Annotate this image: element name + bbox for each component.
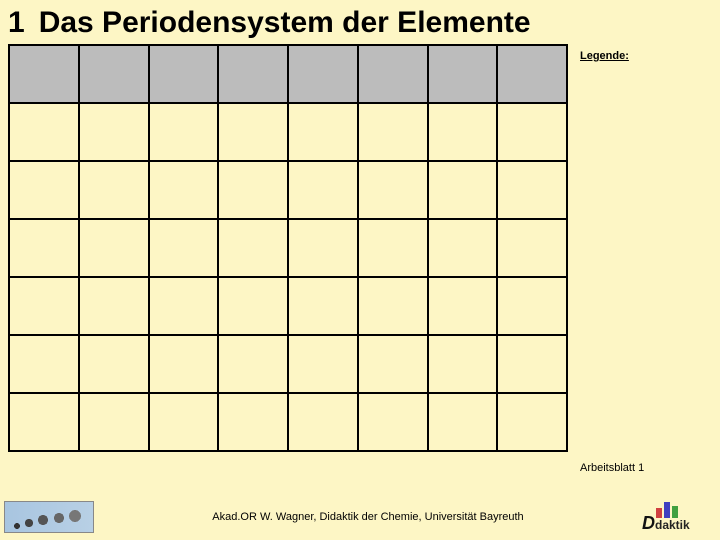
grid-row <box>10 394 568 452</box>
grid-header-cell <box>429 46 499 104</box>
grid-row <box>10 104 568 162</box>
grid-cell <box>289 220 359 278</box>
grid-header-cell <box>10 46 80 104</box>
grid-cell <box>10 336 80 394</box>
grid-cell <box>498 278 568 336</box>
grid-cell <box>10 162 80 220</box>
grid-cell <box>289 162 359 220</box>
grid-cell <box>219 104 289 162</box>
grid-cell <box>150 278 220 336</box>
grid-cell <box>10 394 80 452</box>
grid-cell <box>498 394 568 452</box>
grid-header-cell <box>498 46 568 104</box>
title-bar: 1 Das Periodensystem der Elemente <box>0 0 720 44</box>
grid-cell <box>498 104 568 162</box>
grid-row <box>10 278 568 336</box>
grid-cell <box>80 104 150 162</box>
grid-cell <box>150 104 220 162</box>
grid-cell <box>498 220 568 278</box>
grid-cell <box>219 162 289 220</box>
grid-cell <box>80 278 150 336</box>
didaktik-logo-icon: Ddaktik <box>642 500 702 534</box>
grid-row <box>10 336 568 394</box>
grid-cell <box>429 394 499 452</box>
grid-cell <box>289 104 359 162</box>
grid-cell <box>498 162 568 220</box>
title-text: Das Periodensystem der Elemente <box>39 6 531 40</box>
grid-header-cell <box>150 46 220 104</box>
grid-cell <box>80 394 150 452</box>
footer: Akad.OR W. Wagner, Didaktik der Chemie, … <box>0 500 720 540</box>
grid-cell <box>359 278 429 336</box>
grid-cell <box>219 220 289 278</box>
grid-cell <box>359 220 429 278</box>
grid-cell <box>429 220 499 278</box>
grid-cell <box>219 278 289 336</box>
grid-cell <box>150 394 220 452</box>
grid-cell <box>10 278 80 336</box>
brand-text: daktik <box>655 518 690 532</box>
grid-cell <box>10 104 80 162</box>
grid-cell <box>150 220 220 278</box>
grid-cell <box>359 104 429 162</box>
grid-cell <box>359 394 429 452</box>
grid-header-cell <box>359 46 429 104</box>
grid-cell <box>429 278 499 336</box>
grid-cell <box>429 336 499 394</box>
grid-cell <box>289 278 359 336</box>
grid-cell <box>359 336 429 394</box>
grid-cell <box>429 104 499 162</box>
grid-header-cell <box>289 46 359 104</box>
grid-cell <box>150 162 220 220</box>
grid-cell <box>429 162 499 220</box>
grid-cell <box>219 336 289 394</box>
worksheet-label: Arbeitsblatt 1 <box>580 462 644 474</box>
title-number: 1 <box>8 6 25 40</box>
legend-label: Legende: <box>580 50 629 62</box>
grid-cell <box>219 394 289 452</box>
grid-cell <box>10 220 80 278</box>
periodic-grid <box>8 44 568 452</box>
grid-cell <box>359 162 429 220</box>
grid-cell <box>80 336 150 394</box>
grid-header-row <box>10 46 568 104</box>
grid-cell <box>150 336 220 394</box>
evolution-icon <box>4 501 94 533</box>
grid-cell <box>289 394 359 452</box>
footer-credit: Akad.OR W. Wagner, Didaktik der Chemie, … <box>94 511 642 523</box>
grid-cell <box>80 162 150 220</box>
grid-cell <box>498 336 568 394</box>
grid-header-cell <box>219 46 289 104</box>
grid-row <box>10 162 568 220</box>
grid-row <box>10 220 568 278</box>
grid-cell <box>289 336 359 394</box>
grid-cell <box>80 220 150 278</box>
grid-header-cell <box>80 46 150 104</box>
